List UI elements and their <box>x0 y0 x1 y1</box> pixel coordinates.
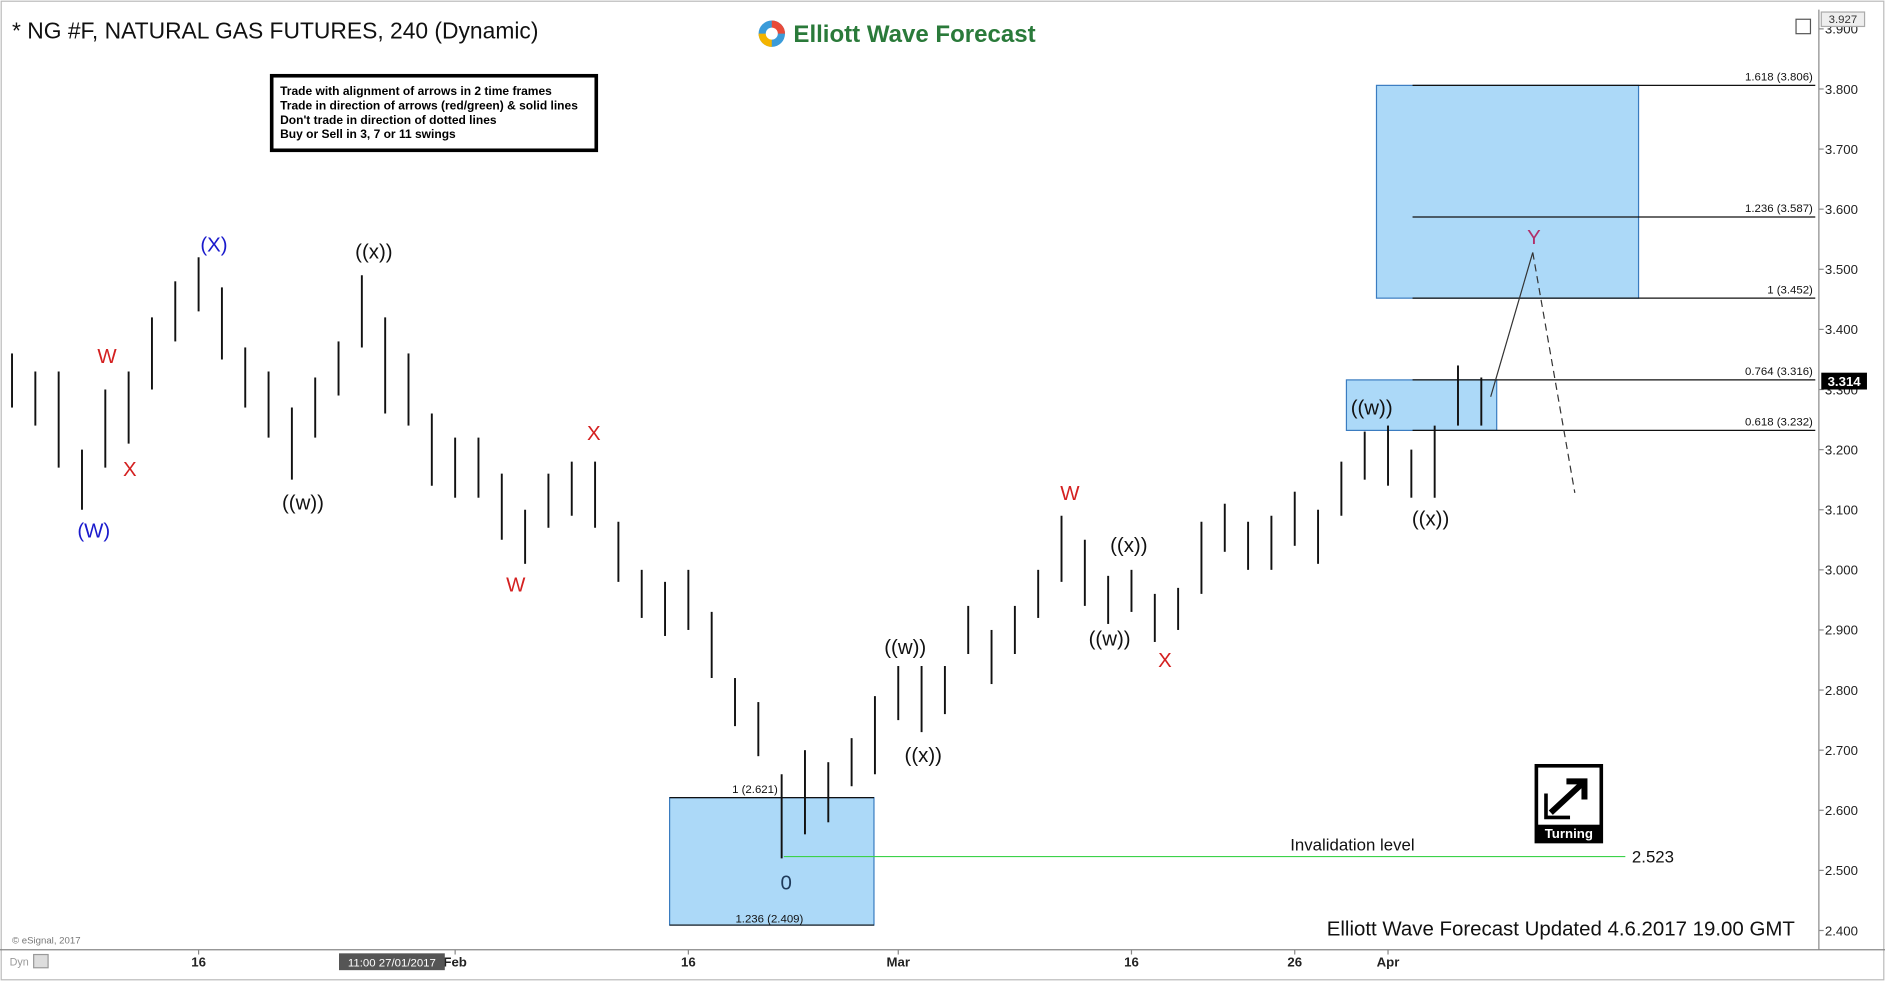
copyright: © eSignal, 2017 <box>12 936 81 947</box>
wave-label: X <box>587 423 601 445</box>
fib-label: 1.236 (2.409) <box>735 914 803 926</box>
wave-label: ((x)) <box>905 745 942 767</box>
y-tick-label: 3.700 <box>1825 142 1858 157</box>
fib-label: 1.618 (3.806) <box>1745 72 1813 84</box>
x-tick-label: 16 <box>1124 955 1139 970</box>
y-tick-label: 3.200 <box>1825 442 1858 457</box>
rule-line: Don't trade in direction of dotted lines <box>280 113 497 127</box>
y-tick-label: 2.600 <box>1825 803 1858 818</box>
fib-label: 1 (3.452) <box>1767 284 1813 296</box>
last-price-box <box>1821 372 1867 390</box>
cursor-label-box <box>339 953 445 971</box>
wave-label: X <box>123 459 137 481</box>
x-tick-label: Apr <box>1377 955 1400 970</box>
wave-label: ((w)) <box>282 493 324 515</box>
wave-label: W <box>1060 483 1080 505</box>
wave-label: ((x)) <box>1412 508 1449 530</box>
badge-text: Turning <box>1545 826 1593 841</box>
window-icon <box>1795 18 1812 35</box>
wave-label: ((w)) <box>1351 398 1393 420</box>
y-tick-label: 2.400 <box>1825 923 1858 938</box>
wave-label: ((w)) <box>884 637 926 659</box>
fib-label: 1.236 (3.587) <box>1745 203 1813 215</box>
rule-line: Trade with alignment of arrows in 2 time… <box>280 84 552 98</box>
rule-line: Trade in direction of arrows (red/green)… <box>280 98 578 112</box>
top-price: 3.927 <box>1829 14 1858 26</box>
wave-label: W <box>506 574 526 596</box>
y-tick-label: 2.900 <box>1825 623 1858 638</box>
y-tick-label: 3.500 <box>1825 262 1858 277</box>
y-tick-label: 3.000 <box>1825 563 1858 578</box>
logo: Elliott Wave Forecast <box>758 20 1036 48</box>
target-box <box>1375 84 1640 299</box>
wave-label: W <box>97 346 117 368</box>
y-tick-label: 3.800 <box>1825 82 1858 97</box>
x-tick-label: Mar <box>887 955 911 970</box>
chart-title: * NG #F, NATURAL GAS FUTURES, 240 (Dynam… <box>12 17 538 43</box>
badge-strip <box>1536 824 1602 842</box>
invalidation-value: 2.523 <box>1632 848 1674 867</box>
wave-label: Y <box>1527 227 1541 249</box>
cursor-label: 11:00 27/01/2017 <box>348 958 436 970</box>
dyn-button[interactable] <box>33 953 49 969</box>
wave-label: ((x)) <box>1110 535 1147 557</box>
wave-label: ((x)) <box>355 241 392 263</box>
target-box <box>1345 379 1498 431</box>
wave-label: (W) <box>77 520 110 542</box>
fib-label: 0.618 (3.232) <box>1745 417 1813 429</box>
y-tick-label: 2.800 <box>1825 683 1858 698</box>
projection-dashed <box>1532 252 1576 494</box>
wave-label: X <box>1158 650 1172 672</box>
wave-label: 0 <box>781 873 792 895</box>
rules-box <box>269 73 599 153</box>
fib-label: 0.764 (3.316) <box>1745 366 1813 378</box>
top-price-box <box>1820 11 1866 28</box>
y-tick-label: 3.400 <box>1825 322 1858 337</box>
y-tick-label: 2.700 <box>1825 743 1858 758</box>
wave-label: (X) <box>200 234 227 256</box>
badge-corner <box>1544 793 1571 820</box>
y-tick-label: 3.600 <box>1825 202 1858 217</box>
turning-badge: Turning <box>1534 763 1604 844</box>
logo-icon-center <box>765 27 778 40</box>
x-tick-label: 16 <box>191 955 206 970</box>
wave-label: ((w)) <box>1089 629 1131 651</box>
invalidation-label: Invalidation level <box>1290 836 1414 855</box>
fib-label: 1 (2.621) <box>732 784 778 796</box>
y-tick-label: 2.500 <box>1825 863 1858 878</box>
dyn-label: Dyn <box>10 956 29 968</box>
x-tick-label: 26 <box>1287 955 1302 970</box>
badge-arrow <box>1548 778 1588 815</box>
last-price: 3.314 <box>1828 374 1862 389</box>
x-tick-label: Feb <box>443 955 467 970</box>
footer: Elliott Wave Forecast Updated 4.6.2017 1… <box>1327 918 1795 940</box>
x-tick-label: 16 <box>681 955 696 970</box>
rule-line: Buy or Sell in 3, 7 or 11 swings <box>280 127 456 141</box>
projection <box>1490 252 1534 397</box>
target-box <box>669 797 875 926</box>
y-tick-label: 3.100 <box>1825 503 1858 518</box>
logo-text: Elliott Wave Forecast <box>793 21 1035 48</box>
